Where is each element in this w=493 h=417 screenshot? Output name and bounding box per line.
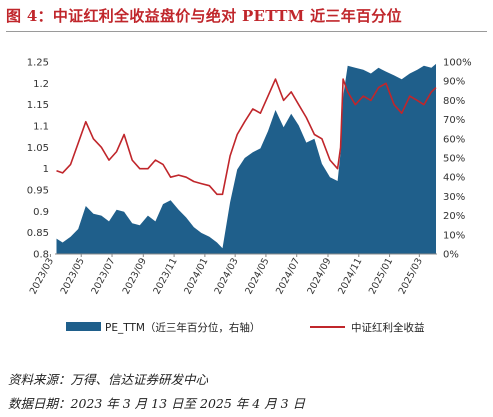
x-tick-label: 2025/03 — [397, 256, 425, 296]
x-tick-label: 2023/05 — [59, 256, 87, 296]
x-tick-label: 2023/09 — [121, 256, 149, 296]
left-tick-label: 1.1 — [33, 122, 49, 133]
pe-ttm-area — [56, 63, 436, 255]
right-tick-label: 20% — [443, 211, 465, 222]
right-tick-label: 10% — [443, 230, 465, 241]
left-tick-label: 1.05 — [27, 143, 49, 154]
plot-area — [55, 63, 437, 255]
legend-label-index: 中证红利全收益 — [351, 321, 425, 334]
left-tick-label: 1.25 — [27, 58, 49, 69]
left-y-axis: 0.8 0.85 0.9 0.95 1 1.05 1.1 1.15 1.2 1.25 — [27, 58, 49, 261]
x-tick-label: 2024/05 — [243, 256, 271, 296]
left-tick-label: 0.9 — [33, 207, 49, 218]
figure-title: 图 4：中证红利全收益盘价与绝对 PETTM 近三年百分位 — [6, 7, 402, 25]
left-tick-label: 0.8 — [33, 250, 49, 261]
right-tick-label: 100% — [443, 58, 472, 69]
index-return-line — [56, 78, 437, 196]
legend-label-pe-ttm: PE_TTM（近三年百分位，右轴） — [105, 321, 260, 334]
x-tick-label: 2025/01 — [367, 256, 395, 296]
x-tick-label: 2024/03 — [213, 256, 241, 296]
legend-swatch-pe-ttm — [66, 322, 101, 331]
x-tick-label: 2024/07 — [274, 256, 302, 296]
x-tick-label: 2023/03 — [28, 256, 56, 296]
left-tick-label: 1.2 — [33, 79, 49, 90]
x-tick-label: 2024/01 — [182, 256, 210, 296]
right-tick-label: 0% — [443, 250, 459, 261]
left-tick-label: 0.85 — [27, 228, 49, 239]
date-range-note: 数据日期：2023 年 3 月 13 日至 2025 年 4 月 3 日 — [8, 396, 306, 411]
left-tick-label: 1 — [43, 164, 49, 175]
chart: 0.8 0.85 0.9 0.95 1 1.05 1.1 1.15 1.2 1.25 0% 10% 2… — [27, 58, 472, 335]
legend: PE_TTM（近三年百分位，右轴） 中证红利全收益 — [66, 321, 425, 334]
left-tick-label: 1.15 — [27, 100, 49, 111]
right-tick-label: 40% — [443, 173, 465, 184]
right-y-axis: 0% 10% 20% 30% 40% 50% 60% 70% 80% 90% 100% — [443, 58, 472, 261]
right-tick-label: 60% — [443, 134, 465, 145]
right-tick-label: 30% — [443, 192, 465, 203]
right-tick-label: 90% — [443, 77, 465, 88]
x-tick-label: 2023/07 — [89, 256, 117, 296]
right-tick-label: 80% — [443, 96, 465, 107]
x-axis: 2023/03 2023/05 2023/07 2023/09 2023/11 2024/… — [28, 254, 425, 296]
x-tick-label: 2024/09 — [305, 256, 333, 296]
x-tick-label: 2024/11 — [336, 256, 364, 296]
title-divider — [6, 31, 487, 32]
x-tick-label: 2023/11 — [151, 256, 179, 296]
left-tick-label: 0.95 — [27, 186, 49, 197]
source-note: 资料来源：万得、信达证券研发中心 — [8, 372, 209, 387]
right-tick-label: 70% — [443, 115, 465, 126]
right-tick-label: 50% — [443, 154, 465, 165]
